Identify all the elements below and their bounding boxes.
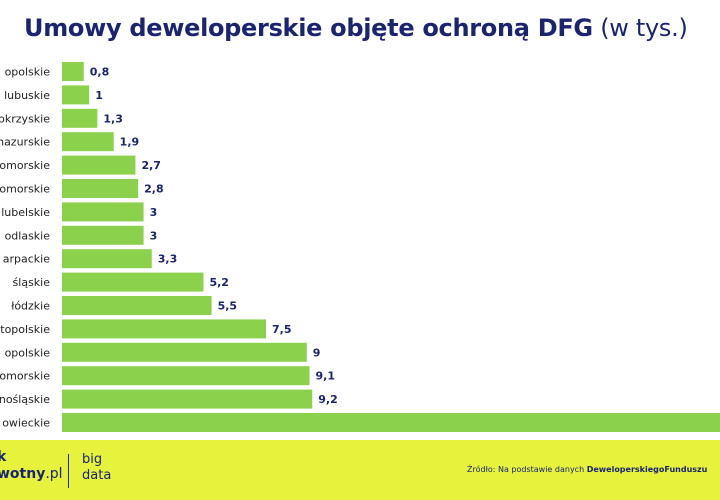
category-label: arpackie [3, 253, 50, 266]
big-data-line-2: data [82, 468, 112, 483]
category-label: opolskie [5, 346, 51, 359]
title-unit: (w tys.) [600, 14, 688, 42]
bar [62, 296, 212, 315]
bar [62, 62, 84, 81]
title-bold: Umowy deweloperskie objęte ochroną DFG [24, 14, 593, 42]
bar [62, 225, 144, 245]
category-label: omorskie [0, 183, 50, 196]
source-prefix: Źródło: Na podstawie danych [467, 465, 587, 474]
footer-divider [68, 454, 69, 488]
category-label: okrzyskie [0, 112, 50, 125]
value-label: 0,8 [90, 66, 110, 79]
value-label: 3 [150, 229, 158, 242]
chart-title: Umowy deweloperskie objęte ochroną DFG (… [24, 14, 688, 42]
value-label: 2,8 [144, 183, 164, 196]
logo-line-2: wotny.pl [0, 467, 63, 482]
big-data-line-1: big [82, 452, 103, 467]
value-label: 3,3 [158, 253, 178, 266]
bar-chart: opolskie lubuskie okrzyskie nazurskie omorsk… [0, 62, 720, 432]
category-label: łódzkie [11, 300, 50, 313]
value-label: 3 [150, 206, 158, 219]
logo-line-1: k [0, 449, 7, 465]
logo-line-2-light: .pl [45, 466, 63, 482]
category-label: omorskie [0, 159, 50, 172]
bar [62, 342, 307, 362]
value-label: 7,5 [272, 323, 292, 336]
value-label: 9,2 [318, 393, 338, 406]
category-label: owieckie [2, 417, 50, 430]
value-label: 2,7 [141, 159, 161, 172]
source-bold: DeweloperskiegoFunduszu [586, 465, 708, 474]
bar [62, 179, 139, 198]
bars [62, 62, 720, 432]
category-label: lubelskie [1, 206, 50, 219]
category-label: omorskie [0, 370, 50, 383]
category-labels: opolskie lubuskie okrzyskie nazurskie omorsk… [0, 66, 50, 430]
bar [62, 202, 144, 222]
category-label: nośląskie [0, 393, 50, 406]
value-label: 1 [95, 89, 103, 102]
category-label: nazurskie [0, 136, 50, 149]
big-data-logo: big data [82, 452, 111, 484]
value-label: 5,2 [209, 276, 229, 289]
bar [62, 155, 136, 175]
bar [62, 132, 114, 152]
footer: k wotny.pl big data Źródło: Na podstawie… [0, 440, 720, 500]
value-label: 9 [313, 346, 321, 359]
bar [62, 389, 313, 409]
bar [62, 108, 98, 128]
bar [62, 366, 310, 386]
value-label: 9,1 [316, 370, 336, 383]
value-label: 5,5 [218, 300, 238, 313]
bar [62, 85, 90, 105]
category-label: opolskie [5, 66, 51, 79]
source-note: Źródło: Na podstawie danych Deweloperski… [467, 465, 707, 474]
bar [62, 272, 204, 292]
category-label: odlaskie [5, 229, 51, 242]
logo-line-2-bold: wotny [0, 466, 46, 482]
category-label: śląskie [13, 276, 51, 289]
bar [62, 319, 266, 339]
value-label: 1,9 [120, 136, 139, 149]
bar [62, 249, 152, 269]
bar [62, 413, 720, 432]
value-label: 1,3 [103, 112, 123, 125]
category-label: topolskie [0, 323, 50, 336]
category-label: lubuskie [4, 89, 50, 102]
